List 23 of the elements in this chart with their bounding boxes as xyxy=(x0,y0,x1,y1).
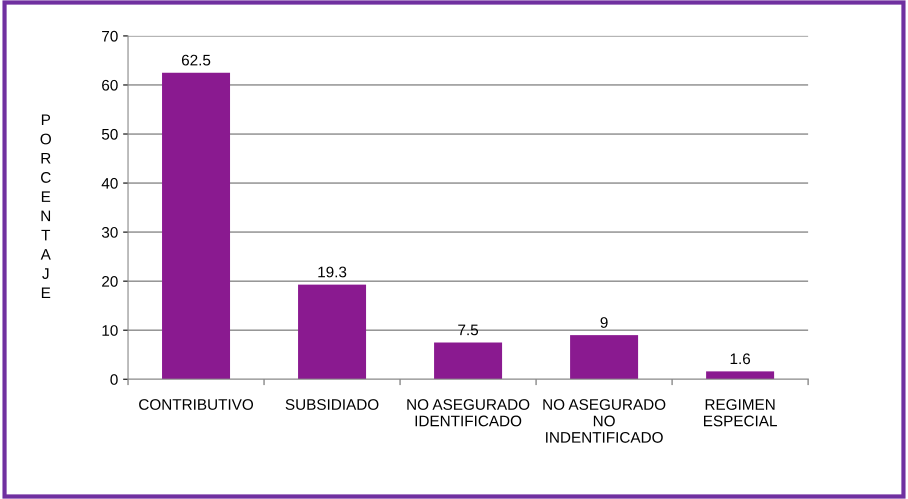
x-tick-label: SUBSIDIADO xyxy=(286,399,378,410)
y-tick-label: 30 xyxy=(102,226,118,238)
data-label: 62.5 xyxy=(182,54,210,66)
bar xyxy=(162,72,230,380)
x-tick-label: CONTRIBUTIVO xyxy=(139,399,254,410)
data-label: 19.3 xyxy=(318,266,346,278)
data-label: 9 xyxy=(600,317,608,328)
y-tick-label: 20 xyxy=(102,276,118,287)
y-tick-label: 40 xyxy=(102,178,118,189)
x-tick-label: NO ASEGURADO IDENTIFICADO xyxy=(407,399,530,426)
x-tick-label: REGIMEN ESPECIAL xyxy=(704,399,777,426)
bar xyxy=(434,342,502,380)
y-tick-label: 70 xyxy=(102,30,118,42)
bar xyxy=(570,335,638,380)
y-tick-label: 10 xyxy=(102,325,118,336)
text: PORCENTAJE xyxy=(40,114,51,298)
x-tick-label: NO ASEGURADO NO INDENTIFICADO xyxy=(543,399,666,443)
data-label: 7.5 xyxy=(458,324,478,336)
bar xyxy=(298,284,366,380)
data-label: 1.6 xyxy=(730,353,750,364)
y-tick-label: 60 xyxy=(102,80,118,91)
y-tick-label: 0 xyxy=(110,374,118,385)
y-tick-label: 50 xyxy=(102,128,118,140)
